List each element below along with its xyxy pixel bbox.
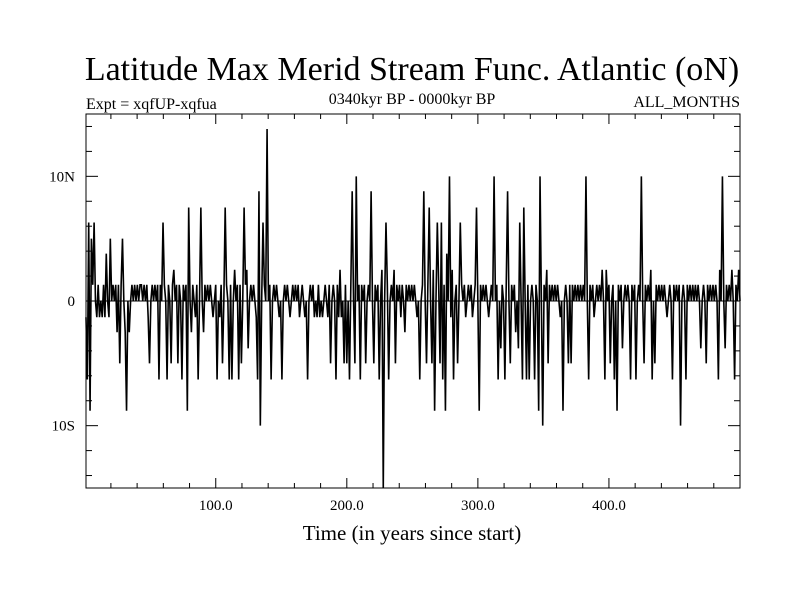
- chart-subtitle-experiment: Expt = xqfUP-xqfua: [86, 96, 217, 113]
- chart-title: Latitude Max Merid Stream Func. Atlantic…: [85, 51, 739, 88]
- y-tick-label: 10N: [49, 169, 75, 185]
- x-tick-label: 400.0: [592, 498, 626, 514]
- plot-area: 100.0 200.0 300.0 400.0 10N 0 10S: [49, 113, 741, 514]
- series-line: [85, 128, 741, 489]
- y-tick-label: 10S: [52, 419, 75, 435]
- x-tick-label: 100.0: [199, 498, 233, 514]
- x-axis-label: Time (in years since start): [303, 521, 522, 545]
- x-tick-label: 200.0: [330, 498, 364, 514]
- x-tick-label: 300.0: [461, 498, 495, 514]
- chart-subtitle-months: ALL_MONTHS: [633, 94, 740, 111]
- y-tick-label: 0: [68, 294, 76, 310]
- chart-subtitle-period: 0340kyr BP - 0000kyr BP: [329, 91, 496, 108]
